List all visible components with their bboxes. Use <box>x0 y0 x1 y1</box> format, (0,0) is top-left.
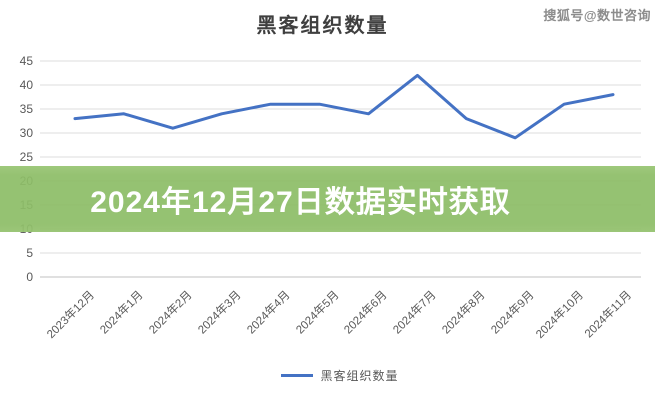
overlay-banner: 2024年12月27日数据实时获取 <box>0 166 655 232</box>
line-series <box>73 73 615 140</box>
legend-line-swatch <box>281 374 314 377</box>
y-axis-tick-label: 40 <box>19 78 33 92</box>
legend: 黑客组织数量 <box>40 367 640 384</box>
watermark-text: 搜狐号@数世咨询 <box>543 8 651 23</box>
chart-title: 黑客组织数量 <box>256 13 389 37</box>
y-axis-tick-label: 0 <box>26 270 33 284</box>
legend-series-label: 黑客组织数量 <box>320 369 399 383</box>
y-axis-tick-label: 25 <box>19 150 33 164</box>
overlay-banner-text: 2024年12月27日数据实时获取 <box>90 186 511 219</box>
y-axis-tick-label: 45 <box>19 54 33 68</box>
y-axis-tick-label: 5 <box>26 246 33 260</box>
y-axis-tick-label: 30 <box>19 126 33 140</box>
y-axis-tick-label: 35 <box>19 102 33 116</box>
